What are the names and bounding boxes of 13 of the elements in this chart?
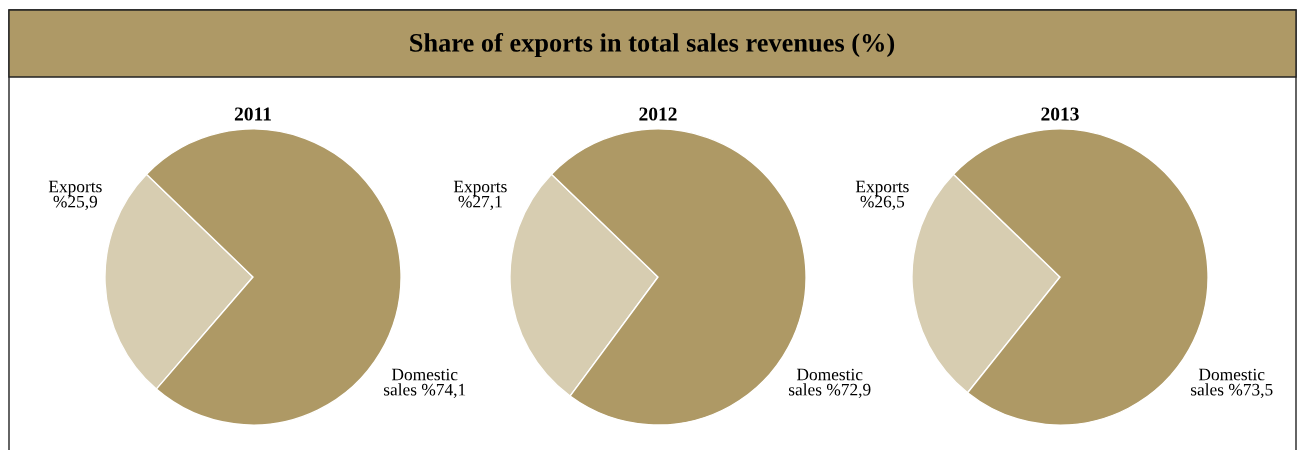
slice-label: Exports [48, 180, 102, 196]
text: Share of exports in total sales revenues (%) [410, 32, 895, 58]
chart-title: 2012 [639, 107, 677, 121]
chart-title: 2013 [1041, 107, 1079, 121]
data-label: %27,1 [458, 195, 502, 210]
slice-label: Domestic sales %74,1 [383, 368, 466, 398]
slice-label: Exports [855, 180, 909, 196]
data-label: %26,5 [860, 195, 905, 210]
data-label: %25,9 [53, 195, 98, 210]
chart-title: 2011 [234, 107, 271, 121]
slice-label: Domestic sales %72,9 [788, 368, 871, 398]
slice-label: Domestic sales %73,5 [1190, 368, 1273, 398]
slice-label: Exports [453, 180, 507, 196]
